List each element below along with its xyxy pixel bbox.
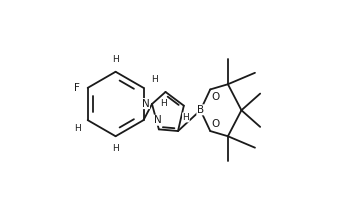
Text: H: H xyxy=(112,55,119,64)
Text: O: O xyxy=(211,92,220,102)
Text: H: H xyxy=(74,124,80,133)
Text: N: N xyxy=(142,99,150,109)
Text: H: H xyxy=(151,75,158,84)
Text: H: H xyxy=(112,144,119,153)
Text: O: O xyxy=(211,119,220,129)
Text: N: N xyxy=(154,115,162,125)
Text: H: H xyxy=(161,99,167,108)
Text: H: H xyxy=(183,113,189,122)
Text: B: B xyxy=(197,105,204,115)
Text: F: F xyxy=(74,83,80,93)
